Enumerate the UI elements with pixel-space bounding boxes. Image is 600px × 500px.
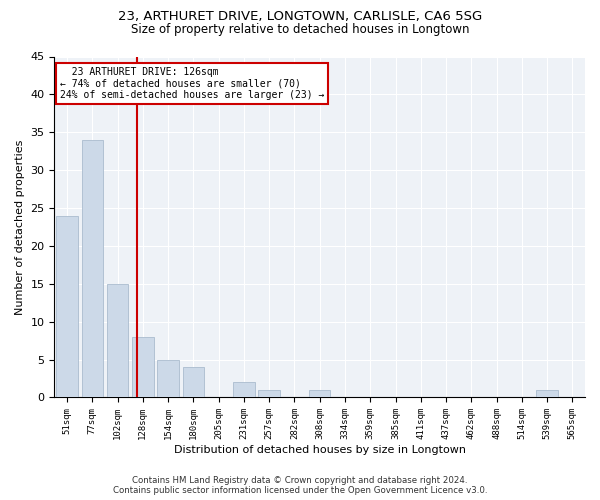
Text: 23 ARTHURET DRIVE: 126sqm  
← 74% of detached houses are smaller (70)
24% of sem: 23 ARTHURET DRIVE: 126sqm ← 74% of detac… bbox=[60, 66, 324, 100]
Bar bbox=[132, 337, 154, 398]
Text: 23, ARTHURET DRIVE, LONGTOWN, CARLISLE, CA6 5SG: 23, ARTHURET DRIVE, LONGTOWN, CARLISLE, … bbox=[118, 10, 482, 23]
Text: Contains HM Land Registry data © Crown copyright and database right 2024.
Contai: Contains HM Land Registry data © Crown c… bbox=[113, 476, 487, 495]
Bar bbox=[259, 390, 280, 398]
Bar bbox=[233, 382, 254, 398]
Y-axis label: Number of detached properties: Number of detached properties bbox=[15, 140, 25, 314]
Bar bbox=[309, 390, 331, 398]
Bar bbox=[157, 360, 179, 398]
Bar bbox=[107, 284, 128, 398]
Bar bbox=[536, 390, 558, 398]
X-axis label: Distribution of detached houses by size in Longtown: Distribution of detached houses by size … bbox=[174, 445, 466, 455]
Bar bbox=[56, 216, 78, 398]
Text: Size of property relative to detached houses in Longtown: Size of property relative to detached ho… bbox=[131, 22, 469, 36]
Bar bbox=[182, 367, 204, 398]
Bar bbox=[82, 140, 103, 398]
